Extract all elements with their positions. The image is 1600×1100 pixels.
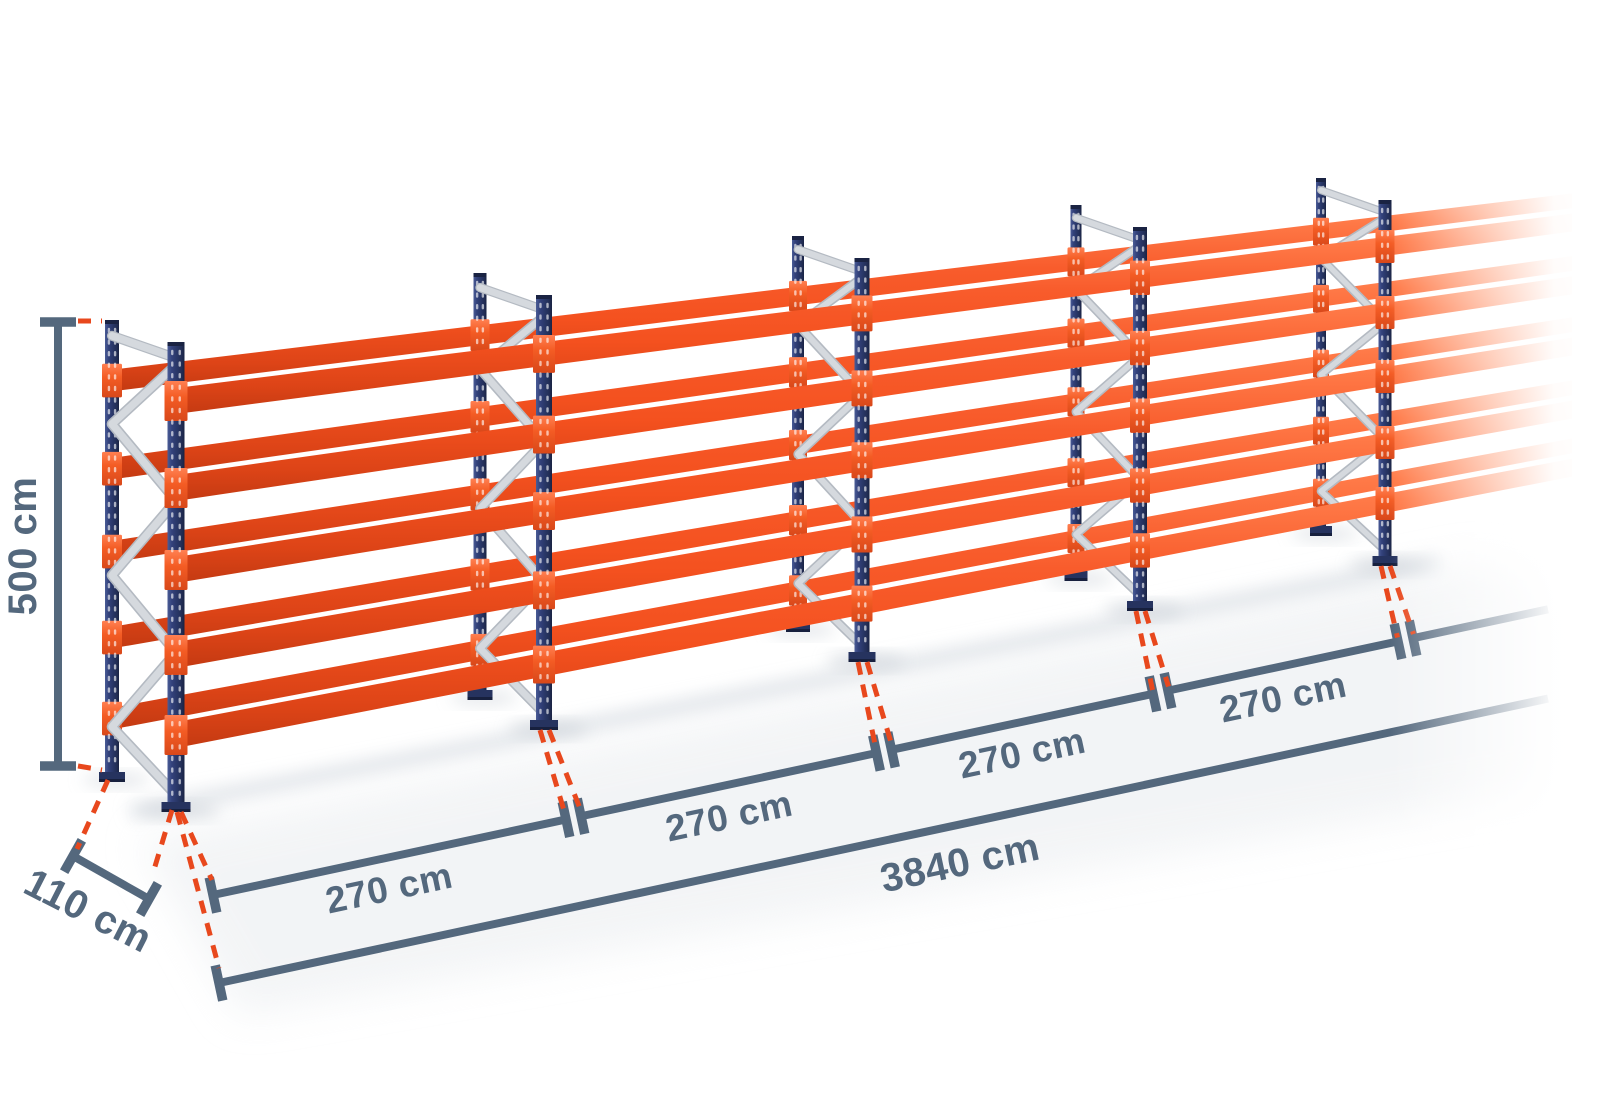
leader-dashed-line <box>74 778 111 851</box>
beam-bracket <box>1067 458 1085 488</box>
dimension-line <box>212 815 567 899</box>
upright-post <box>1127 227 1153 611</box>
beam-bracket <box>164 635 188 675</box>
beam-level-front <box>176 458 1572 748</box>
leader-dashed-line <box>855 661 879 750</box>
dimension-cap <box>204 876 222 914</box>
beam-bracket <box>1375 360 1395 393</box>
beam-bracket <box>1130 260 1150 296</box>
beam-level-front <box>176 337 1572 583</box>
foot-plate <box>1127 601 1153 608</box>
beam-bracket <box>1375 296 1395 329</box>
foot-plate <box>467 690 493 697</box>
foot-plate <box>1372 556 1398 563</box>
dimension-label-height: 500 cm <box>1 476 45 616</box>
beam-bracket <box>851 442 873 479</box>
beam-bracket <box>1375 487 1395 520</box>
dimension-line <box>580 749 878 821</box>
beam-level-front <box>176 400 1572 668</box>
upright-post <box>848 258 876 662</box>
beam-bracket <box>1313 416 1329 445</box>
leader-dashed-line <box>77 763 103 773</box>
leader-dashed-line <box>178 810 215 882</box>
beam-bracket <box>533 335 555 373</box>
dimension-line <box>71 852 151 903</box>
foot-plate <box>161 802 191 809</box>
beam-bracket <box>164 468 188 508</box>
leader-dashed-line <box>174 811 222 969</box>
beam-level-front <box>176 213 1572 414</box>
beam-bracket <box>789 357 807 388</box>
leader-dashed-line <box>546 729 584 814</box>
upright-post <box>1372 200 1398 566</box>
front-beams <box>176 213 1572 748</box>
upright-post <box>161 342 191 812</box>
beam-bracket <box>470 319 490 352</box>
beam-bracket <box>470 558 490 591</box>
beam-bracket <box>1130 330 1150 366</box>
beam-bracket <box>102 451 122 486</box>
dimension-line <box>890 689 1154 754</box>
upright-post <box>530 295 558 730</box>
beam-bracket <box>533 645 555 684</box>
leader-dashed-line <box>150 809 175 874</box>
dimension-cap <box>210 964 228 1002</box>
beam-bracket <box>851 585 873 622</box>
beam-bracket <box>533 571 555 610</box>
dimension-cap <box>136 880 162 918</box>
foot-plate <box>99 772 125 779</box>
foot-plate <box>530 720 558 727</box>
foot-plate <box>1310 526 1332 533</box>
leader-dashed-line <box>537 729 568 817</box>
beam-bracket <box>102 620 122 655</box>
beam-level-front <box>176 276 1572 501</box>
beam-bracket <box>164 381 188 421</box>
fade-overlay <box>1390 0 1600 1100</box>
beam-bracket <box>470 401 490 433</box>
beam-bracket <box>1375 230 1395 263</box>
beam-bracket <box>1130 533 1150 568</box>
diagonal-brace <box>106 330 182 801</box>
beam-bracket <box>1313 217 1329 246</box>
leader-dashed-line <box>1378 565 1400 639</box>
beam-bracket <box>164 715 188 755</box>
foot-plate <box>1064 571 1088 578</box>
beam-bracket <box>789 505 807 536</box>
leader-dashed-line <box>864 661 895 747</box>
beam-bracket <box>1375 426 1395 459</box>
beam-bracket <box>1067 247 1085 277</box>
beam-bracket <box>164 550 188 590</box>
foot-plate <box>848 652 876 659</box>
beam-bracket <box>851 370 873 407</box>
beam-bracket <box>1067 318 1085 348</box>
dimension-line <box>218 694 1549 987</box>
beam-bracket <box>102 363 122 398</box>
front-posts <box>161 200 1398 812</box>
beam-bracket <box>102 534 122 569</box>
beam-bracket <box>1130 468 1150 503</box>
beam-bracket <box>1313 284 1329 313</box>
beam-bracket <box>789 280 807 312</box>
dimension-line <box>1167 637 1399 695</box>
beam-bracket <box>851 295 873 332</box>
beam-bracket <box>533 415 555 454</box>
beam-bracket <box>533 492 555 531</box>
beam-bracket <box>1130 398 1150 433</box>
beam-bracket <box>851 516 873 553</box>
